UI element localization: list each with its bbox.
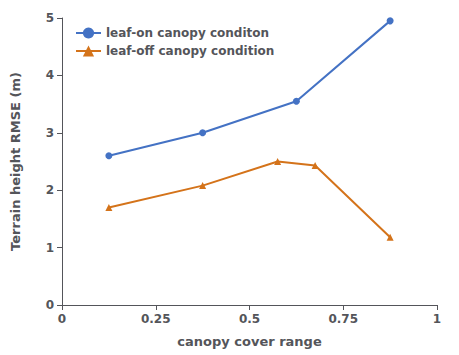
svg-text:3: 3 <box>46 126 54 140</box>
svg-text:0: 0 <box>58 312 66 326</box>
svg-text:4: 4 <box>46 68 54 82</box>
svg-text:leaf-on canopy conditon: leaf-on canopy conditon <box>106 26 269 40</box>
svg-text:1: 1 <box>46 241 54 255</box>
svg-text:0.75: 0.75 <box>328 312 358 326</box>
svg-text:Terrain height RMSE (m): Terrain height RMSE (m) <box>8 72 23 251</box>
svg-text:5: 5 <box>46 11 54 25</box>
svg-text:1: 1 <box>433 312 441 326</box>
svg-text:0: 0 <box>46 298 54 312</box>
svg-text:0.25: 0.25 <box>141 312 171 326</box>
svg-text:canopy cover range: canopy cover range <box>177 334 322 349</box>
svg-text:2: 2 <box>46 183 54 197</box>
svg-text:leaf-off canopy condition: leaf-off canopy condition <box>106 44 274 58</box>
svg-text:0.5: 0.5 <box>239 312 260 326</box>
